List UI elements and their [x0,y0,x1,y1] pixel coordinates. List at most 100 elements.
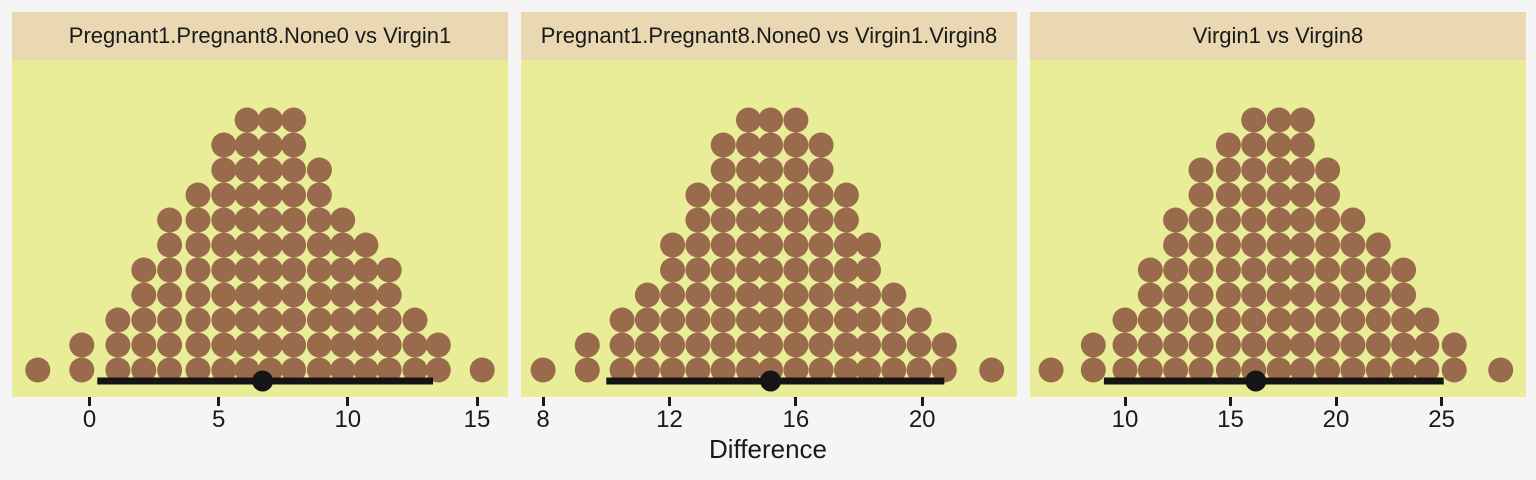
bootstrap-dot [736,307,761,333]
bootstrap-dot [660,257,686,283]
bootstrap-dot [1391,357,1417,383]
bootstrap-dot [1289,307,1315,333]
point-estimate-dot [1245,370,1267,392]
facet-strip-2: Pregnant1.Pregnant8.None0 vs Virgin1.Vir… [521,12,1017,60]
axis-tick-label: 15 [1217,406,1244,433]
bootstrap-dot [257,307,283,333]
bootstrap-dot [1188,182,1214,208]
bootstrap-dot [211,257,237,283]
axis-tick-label: 16 [782,406,810,433]
axis-tick-mark [920,397,924,406]
facet-3: Virgin1 vs Virgin8 10 15 20 25 [1030,12,1526,439]
bootstrap-dot [185,282,211,308]
bootstrap-dot [131,357,157,383]
bootstrap-dot [1266,132,1292,158]
bootstrap-dot [425,357,451,383]
bootstrap-dot [1266,257,1292,283]
bootstrap-dot [234,257,260,283]
bootstrap-dot [105,307,131,333]
bootstrap-dot [1215,207,1241,233]
bootstrap-dot [881,307,907,333]
bootstrap-dot [833,282,859,308]
bootstrap-dot [157,332,183,358]
bootstrap-dot [1414,307,1440,333]
bootstrap-dot [979,357,1005,383]
bootstrap-dot [281,332,307,358]
bootstrap-dot [1241,157,1267,183]
bootstrap-dot [833,257,859,283]
bootstrap-dot [402,357,428,383]
bootstrap-dot [833,182,859,208]
bootstrap-dot [1266,357,1292,383]
bootstrap-dot [1315,232,1341,258]
bootstrap-dot [710,157,736,183]
bootstrap-dot [185,257,211,283]
bootstrap-dot [1188,157,1214,183]
bootstrap-dot [710,282,736,308]
bootstrap-dot [1215,257,1241,283]
bootstrap-dot [376,282,402,308]
bootstrap-dot [1188,307,1214,333]
bootstrap-dot [1488,357,1514,383]
bootstrap-dot [69,357,95,383]
bootstrap-dot [330,257,356,283]
bootstrap-dot [758,282,784,308]
bootstrap-dot [1315,307,1341,333]
bootstrap-dot [211,332,237,358]
bootstrap-dot [833,307,859,333]
bootstrap-dot [783,257,809,283]
axis-tick-mark [668,397,671,406]
facet-x-axis-1: 0 5 10 15 [12,397,508,439]
facet-panel-2 [521,60,1017,397]
bootstrap-dot [1215,357,1241,383]
bootstrap-dot [530,357,556,383]
bootstrap-dot [574,332,600,358]
bootstrap-dot [105,332,131,358]
bootstrap-dot [1241,307,1267,333]
facet-title-2: Pregnant1.Pregnant8.None0 vs Virgin1.Vir… [540,23,998,48]
bootstrap-dot [376,332,402,358]
bootstrap-dot [758,207,784,233]
dot-distribution [530,107,1005,392]
bootstrap-dot [330,207,356,233]
bootstrap-dot [634,357,660,383]
bootstrap-dot [634,332,660,358]
bootstrap-dot [1391,257,1417,283]
bootstrap-dot [710,307,736,333]
bootstrap-dot [330,307,356,333]
bootstrap-dot [1163,332,1189,358]
bootstrap-dot [906,307,932,333]
bootstrap-dot [710,182,736,208]
bootstrap-dot [808,257,834,283]
point-estimate-dot [252,370,274,392]
bootstrap-dot [234,332,260,358]
bootstrap-dot [1315,357,1341,383]
bootstrap-dot [281,357,307,383]
axis-tick-label: 25 [1428,406,1455,433]
bootstrap-dot [1215,132,1241,158]
bootstrap-dot [736,332,761,358]
bootstrap-dot [1289,282,1315,308]
bootstrap-dot [808,307,834,333]
bootstrap-dot [306,307,332,333]
bootstrap-dot [1080,332,1106,358]
bootstrap-dot [1112,332,1138,358]
bootstrap-dot [185,357,211,383]
facet-1: Pregnant1.Pregnant8.None0 vs Virgin1 0 5 1… [12,12,508,439]
axis-tick-mark [88,397,91,406]
bootstrap-dot [685,182,711,208]
bootstrap-dot [281,307,307,333]
bootstrap-dot [1215,307,1241,333]
bootstrap-dot [157,232,183,258]
axis-tick-mark [541,397,545,406]
bootstrap-dot [234,182,260,208]
bootstrap-dot [833,232,859,258]
bootstrap-dot [660,332,686,358]
bootstrap-dot [376,257,402,283]
bootstrap-dot [281,157,307,183]
bootstrap-dot [257,182,283,208]
bootstrap-dot [330,357,356,383]
bootstrap-dot [257,157,283,183]
bootstrap-dot [856,232,881,258]
bootstrap-dot [808,332,834,358]
